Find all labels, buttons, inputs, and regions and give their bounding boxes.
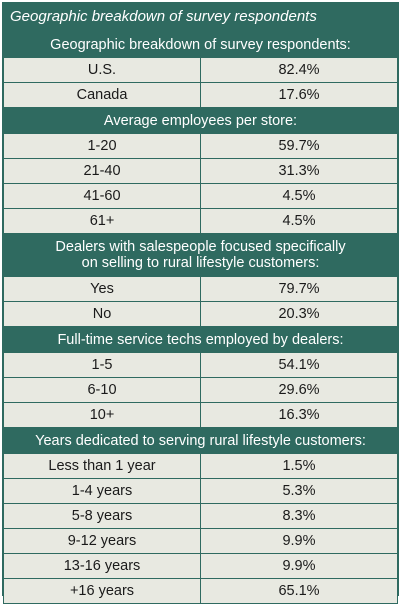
table-row: 5-8 years 8.3% — [3, 503, 398, 529]
table-title: Geographic breakdown of survey responden… — [3, 3, 398, 31]
table-row: 6-10 29.6% — [3, 377, 398, 403]
row-value: 20.3% — [200, 301, 398, 327]
row-value: 29.6% — [200, 377, 398, 403]
row-label: 9-12 years — [3, 528, 201, 554]
row-value: 54.1% — [200, 352, 398, 378]
section-heading-row: Geographic breakdown of survey responden… — [3, 31, 398, 58]
table-row: 21-40 31.3% — [3, 158, 398, 184]
row-label: 1-4 years — [3, 478, 201, 504]
table-row: 9-12 years 9.9% — [3, 528, 398, 554]
row-label: 21-40 — [3, 158, 201, 184]
row-label: 13-16 years — [3, 553, 201, 579]
row-value: 17.6% — [200, 82, 398, 108]
row-label: 1-20 — [3, 133, 201, 159]
row-label: U.S. — [3, 57, 201, 83]
section-heading-line: Geographic breakdown of survey responden… — [50, 36, 351, 53]
row-label: 10+ — [3, 402, 201, 428]
row-label: 41-60 — [3, 183, 201, 209]
row-label: 6-10 — [3, 377, 201, 403]
row-label: No — [3, 301, 201, 327]
table-row: 1-20 59.7% — [3, 133, 398, 159]
table-row: No 20.3% — [3, 301, 398, 327]
section-heading-row: Average employees per store: — [3, 107, 398, 134]
table-row: 10+ 16.3% — [3, 402, 398, 428]
section-heading: Full-time service techs employed by deal… — [3, 326, 398, 353]
survey-table: Geographic breakdown of survey responden… — [3, 31, 398, 604]
section-heading-line: Full-time service techs employed by deal… — [57, 331, 344, 348]
row-label: Yes — [3, 276, 201, 302]
table-row: Yes 79.7% — [3, 276, 398, 302]
row-label: Canada — [3, 82, 201, 108]
table-row: 41-60 4.5% — [3, 183, 398, 209]
row-value: 31.3% — [200, 158, 398, 184]
section-heading-line: Average employees per store: — [103, 112, 298, 129]
section-heading-line: on selling to rural lifestyle customers: — [81, 255, 320, 271]
section-heading-row: Full-time service techs employed by deal… — [3, 326, 398, 353]
section-heading: Years dedicated to serving rural lifesty… — [3, 427, 398, 454]
row-label: 5-8 years — [3, 503, 201, 529]
section-heading-line: Years dedicated to serving rural lifesty… — [35, 432, 366, 449]
table-row: U.S. 82.4% — [3, 57, 398, 83]
row-value: 5.3% — [200, 478, 398, 504]
row-value: 16.3% — [200, 402, 398, 428]
section-heading-row: Dealers with salespeople focused specifi… — [3, 233, 398, 277]
section-heading: Average employees per store: — [3, 107, 398, 134]
row-value: 4.5% — [200, 183, 398, 209]
row-value: 1.5% — [200, 453, 398, 479]
row-value: 8.3% — [200, 503, 398, 529]
section-heading-line: Dealers with salespeople focused specifi… — [55, 239, 346, 255]
table-row: 61+ 4.5% — [3, 208, 398, 234]
row-value: 59.7% — [200, 133, 398, 159]
row-value: 9.9% — [200, 528, 398, 554]
section-heading: Geographic breakdown of survey responden… — [3, 31, 398, 58]
table-row: 1-4 years 5.3% — [3, 478, 398, 504]
table-row: Canada 17.6% — [3, 82, 398, 108]
section-heading: Dealers with salespeople focused specifi… — [3, 233, 398, 277]
table-row: 13-16 years 9.9% — [3, 553, 398, 579]
row-label: 61+ — [3, 208, 201, 234]
section-heading-row: Years dedicated to serving rural lifesty… — [3, 427, 398, 454]
survey-table-body: Geographic breakdown of survey responden… — [3, 31, 398, 604]
row-value: 82.4% — [200, 57, 398, 83]
table-row: Less than 1 year 1.5% — [3, 453, 398, 479]
row-label: 1-5 — [3, 352, 201, 378]
row-label: Less than 1 year — [3, 453, 201, 479]
table-row: 1-5 54.1% — [3, 352, 398, 378]
row-value: 4.5% — [200, 208, 398, 234]
row-value: 79.7% — [200, 276, 398, 302]
row-value: 9.9% — [200, 553, 398, 579]
